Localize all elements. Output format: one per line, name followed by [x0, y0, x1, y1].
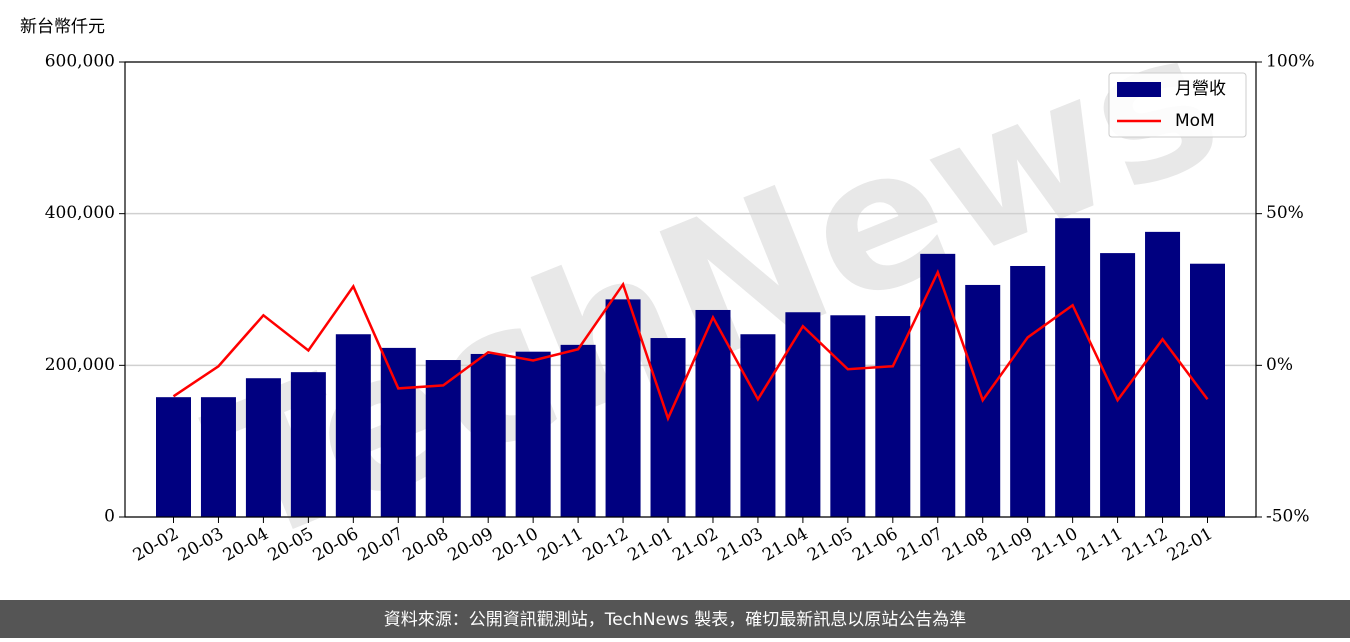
- x-tick-label: 21-10: [1029, 524, 1081, 566]
- x-tick-label: 21-08: [939, 524, 991, 566]
- x-tick-label: 21-04: [759, 524, 811, 566]
- y-axis-label: 新台幣仟元: [20, 17, 105, 37]
- bar: [1055, 218, 1091, 517]
- x-tick-label: 20-12: [579, 524, 631, 566]
- y2-tick-label: 50%: [1266, 203, 1304, 223]
- plot-frame: [124, 61, 1257, 518]
- x-tick-label: 21-06: [849, 524, 901, 566]
- x-tick-label: 21-03: [714, 524, 766, 566]
- x-tick-label: 20-10: [489, 524, 541, 566]
- x-tick-label: 20-11: [534, 524, 586, 566]
- x-tick-label: 22-01: [1164, 524, 1216, 566]
- y-tick-label: 600,000: [45, 52, 115, 72]
- y2-tick-label: 0%: [1266, 355, 1293, 375]
- legend-label: 月營收: [1175, 79, 1226, 99]
- bar: [245, 378, 281, 517]
- x-tick-label: 20-09: [444, 524, 496, 566]
- line: [172, 268, 1209, 422]
- x-tick-label: 21-05: [804, 524, 856, 566]
- bar: [156, 397, 191, 517]
- x-tick-label: 21-12: [1119, 524, 1171, 566]
- bar: [1010, 265, 1046, 517]
- bar: [605, 299, 641, 517]
- x-tick-label: 21-01: [624, 524, 676, 566]
- y2-tick-label: 100%: [1266, 52, 1315, 72]
- bar: [290, 372, 326, 517]
- bar: [560, 344, 596, 517]
- y-tick-label: 400,000: [45, 203, 115, 223]
- bar: [875, 316, 911, 517]
- y-tick-label: 200,000: [45, 355, 115, 375]
- bar: [335, 334, 371, 517]
- bar: [830, 315, 866, 517]
- bar: [515, 351, 551, 517]
- bar: [650, 338, 686, 517]
- legend-swatch: [1117, 82, 1161, 97]
- bar: [380, 347, 416, 517]
- bar: [200, 397, 236, 517]
- x-tick-label: 21-02: [669, 524, 721, 566]
- bar: [1145, 231, 1181, 517]
- bar: [425, 360, 461, 517]
- x-tick-label: 21-07: [894, 524, 946, 566]
- x-tick-label: 21-11: [1074, 524, 1126, 566]
- legend-label: MoM: [1175, 111, 1215, 131]
- x-tick-label: 20-02: [130, 524, 182, 566]
- y-tick-label: 0: [104, 507, 115, 527]
- bar: [470, 353, 506, 517]
- footer-bar: [0, 600, 1350, 638]
- bar: [1190, 263, 1225, 517]
- x-tick-label: 20-03: [175, 524, 227, 566]
- y2-tick-label: -50%: [1266, 507, 1310, 527]
- bar: [785, 312, 821, 517]
- bar: [740, 334, 776, 517]
- footer: 資料來源：公開資訊觀測站，TechNews 製表，確切最新訊息以原站公告為準: [384, 610, 966, 630]
- bar: [920, 253, 956, 517]
- x-tick-label: 21-09: [984, 524, 1036, 566]
